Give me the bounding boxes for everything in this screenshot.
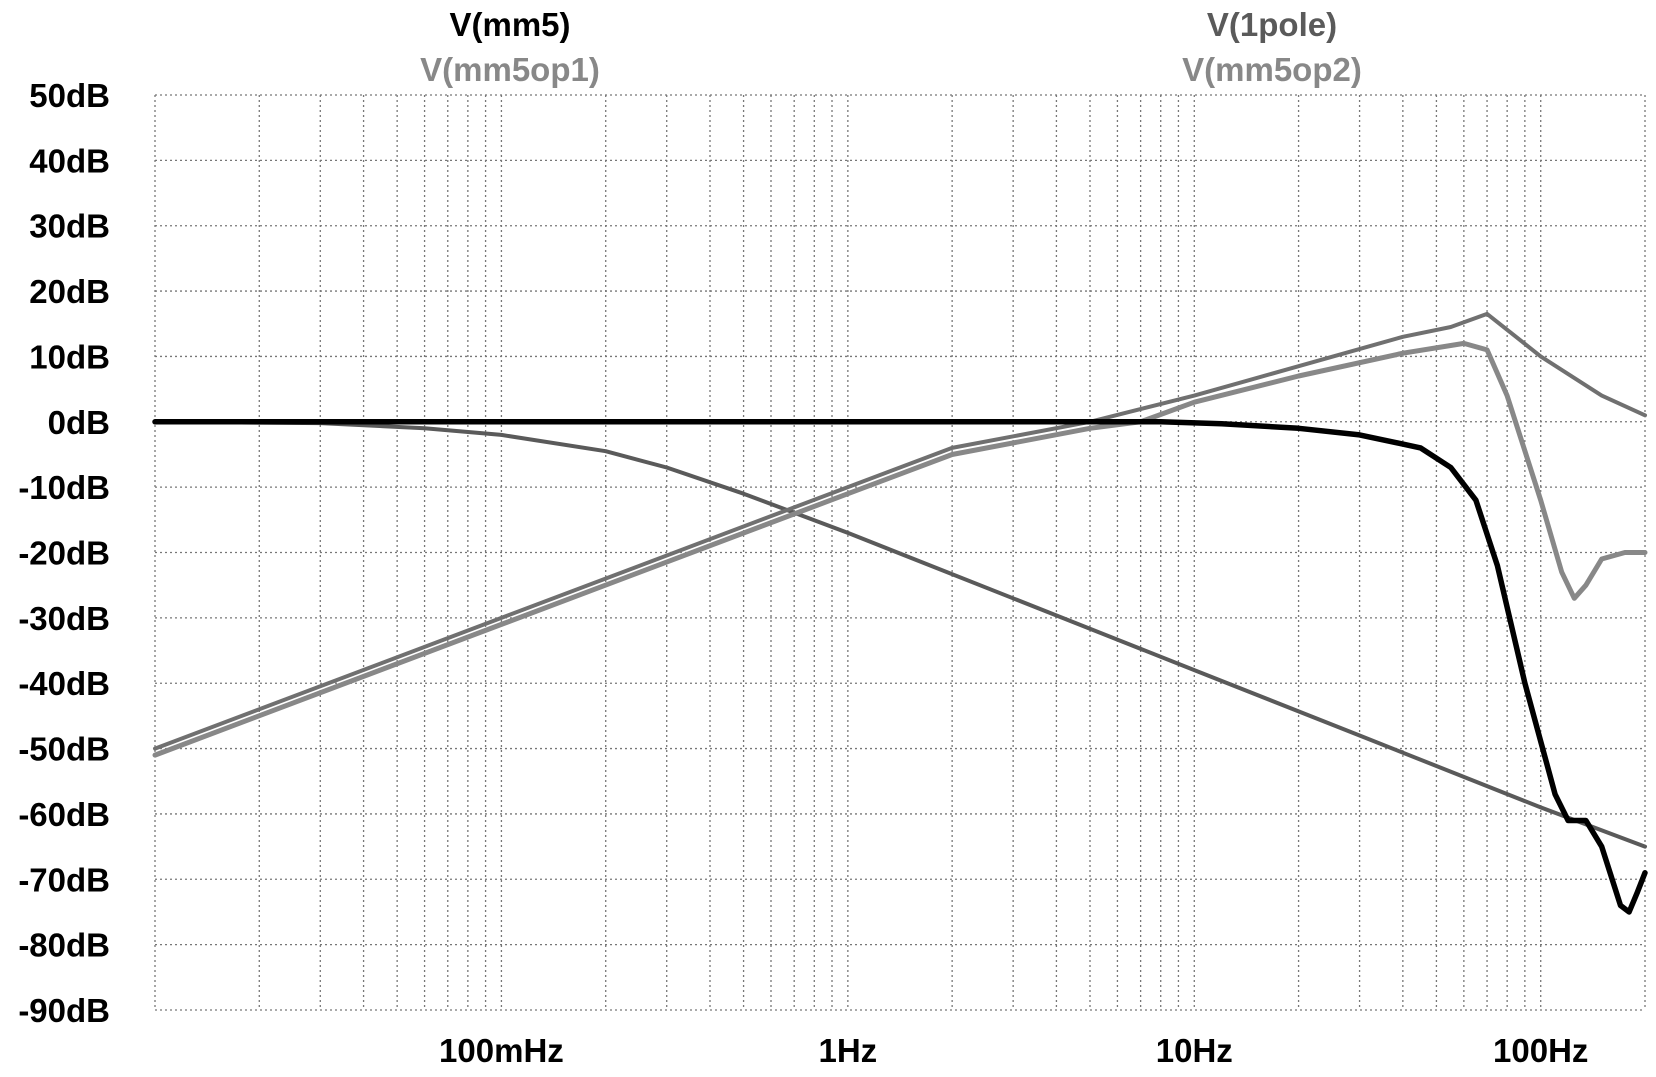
x-axis-ticks: 100mHz 1Hz 10Hz 100Hz [439,1032,1588,1069]
y-tick-label: -40dB [18,665,110,702]
legend-v-1pole: V(1pole) [1207,6,1337,43]
y-tick-label: 40dB [29,142,110,179]
y-tick-label: 50dB [29,77,110,114]
x-tick-label: 1Hz [819,1032,878,1069]
legend-v-mm5op1: V(mm5op1) [420,51,600,88]
y-tick-label: 30dB [29,208,110,245]
series-line-vmm5 [152,419,1648,915]
x-tick-label: 100mHz [439,1032,564,1069]
series-lines [152,311,1648,915]
y-tick-label: -80dB [18,927,110,964]
legend-v-mm5op2: V(mm5op2) [1182,51,1362,88]
y-tick-label: -70dB [18,861,110,898]
series-line-vmm5op1 [152,340,1648,758]
y-axis-ticks: 50dB 40dB 30dB 20dB 10dB 0dB -10dB -20dB -30dB -4… [18,77,110,1029]
y-tick-label: -50dB [18,731,110,768]
y-tick-label: -20dB [18,535,110,572]
y-tick-label: -90dB [18,992,110,1029]
legend-v-mm5: V(mm5) [449,6,570,43]
legend: V(mm5) V(mm5op1) V(1pole) V(mm5op2) [420,6,1362,88]
y-tick-label: 20dB [29,273,110,310]
y-tick-label: 0dB [48,404,110,441]
series-line-v1pole [153,419,1647,849]
y-tick-label: -30dB [18,600,110,637]
series-line-vmm5op2 [153,311,1647,751]
y-tick-label: 10dB [29,338,110,375]
x-tick-label: 100Hz [1493,1032,1588,1069]
y-tick-label: -60dB [18,796,110,833]
y-tick-label: -10dB [18,469,110,506]
x-tick-label: 10Hz [1156,1032,1233,1069]
